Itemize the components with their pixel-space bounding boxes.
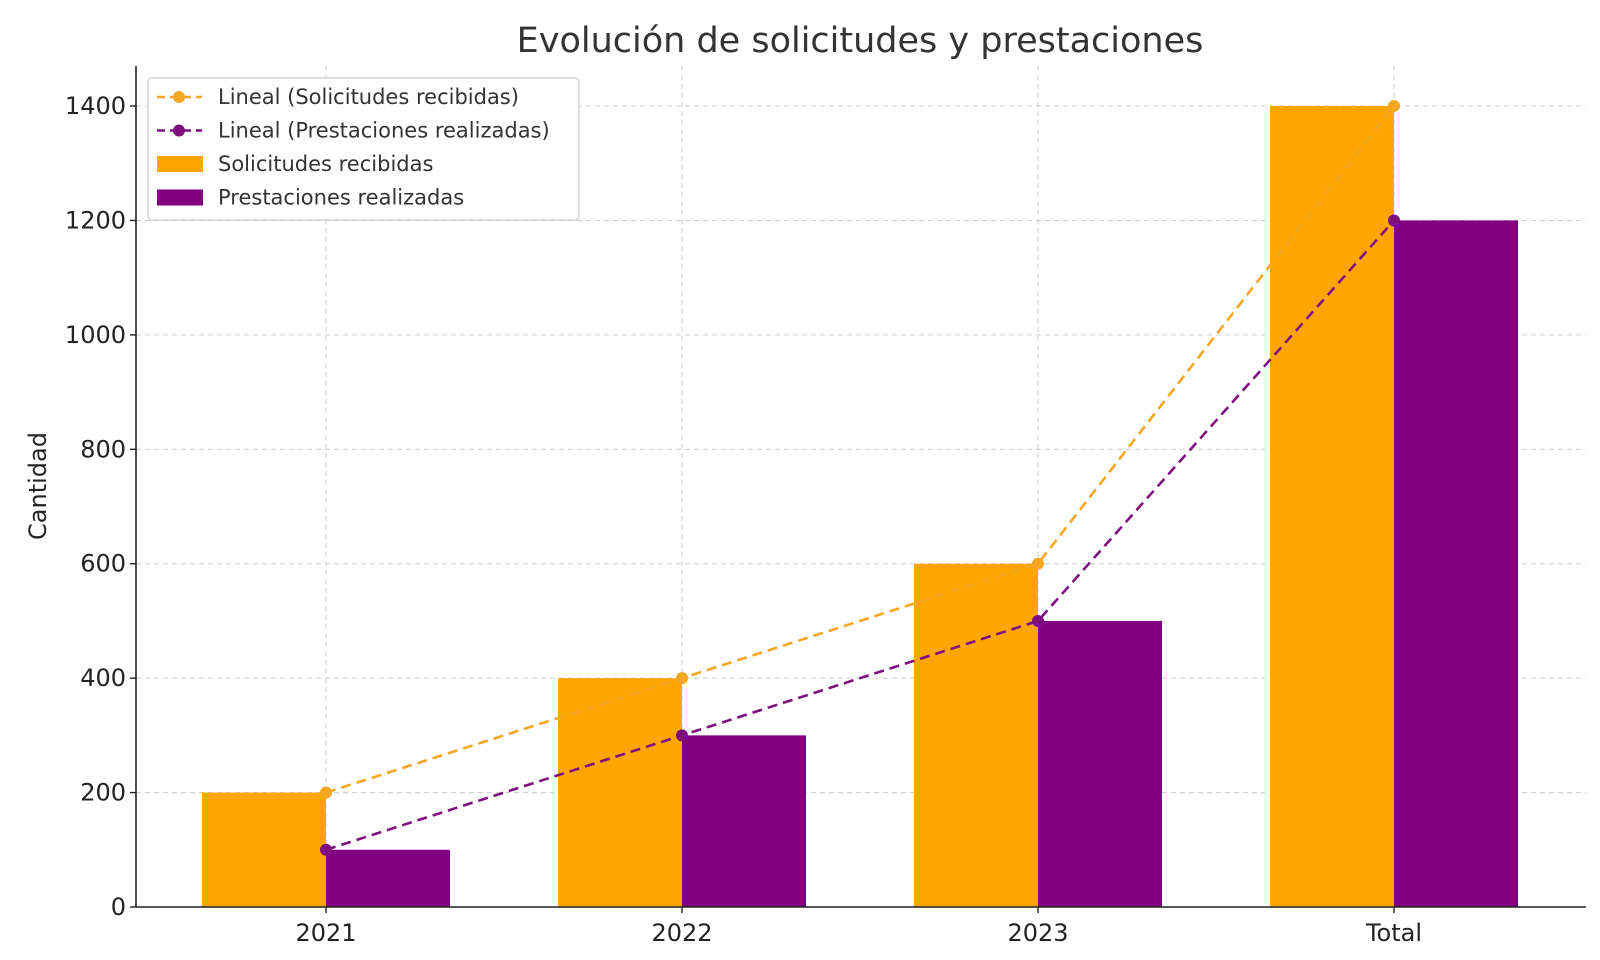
trend-point-prestaciones-total <box>1388 214 1400 227</box>
legend-bar-swatch <box>157 156 203 172</box>
x-tick-label: 2021 <box>295 919 356 947</box>
trend-point-solicitudes-2023 <box>1032 557 1044 570</box>
trend-point-solicitudes-2022 <box>676 672 688 685</box>
y-axis-label: Cantidad <box>24 432 52 540</box>
legend-entry-label: Lineal (Solicitudes recibidas) <box>218 85 519 109</box>
y-tick-label: 1400 <box>65 92 126 120</box>
trend-point-solicitudes-total <box>1388 100 1400 113</box>
y-tick-label: 400 <box>80 664 126 692</box>
legend-entry-label: Solicitudes recibidas <box>218 152 433 176</box>
bar-solicitudes-2022 <box>558 678 682 907</box>
x-tick-label: 2023 <box>1007 919 1068 947</box>
bar-prestaciones-2021 <box>326 849 450 907</box>
x-tick-label: Total <box>1365 919 1422 947</box>
y-tick-label: 800 <box>80 435 126 463</box>
bars-layer <box>202 106 1518 908</box>
ticks-layer: 0 200 400 600 800 1000 1200 1400 2021 2022 2023 Tot… <box>65 92 1422 947</box>
trend-lines-layer <box>320 100 1400 856</box>
y-tick-label: 0 <box>111 893 126 921</box>
legend-marker-swatch <box>173 124 185 137</box>
legend: Lineal (Solicitudes recibidas) Lineal (Pr… <box>147 77 580 221</box>
legend-bar-swatch <box>157 189 203 206</box>
axes-layer <box>135 66 1586 908</box>
x-tick-label: 2022 <box>651 919 712 947</box>
bar-solicitudes-2023 <box>914 563 1038 907</box>
trend-point-solicitudes-2021 <box>320 786 332 799</box>
legend-marker-swatch <box>173 91 185 103</box>
legend-entry-label: Prestaciones realizadas <box>218 186 464 210</box>
y-tick-label: 1000 <box>65 321 126 349</box>
legend-frame <box>147 77 580 221</box>
y-tick-label: 600 <box>80 550 126 578</box>
trend-point-prestaciones-2022 <box>676 729 688 742</box>
chart-title: Evolución de solicitudes y prestaciones <box>517 21 1204 61</box>
bar-solicitudes-total <box>1270 106 1394 908</box>
bar-prestaciones-2023 <box>1038 620 1162 907</box>
trend-line-solicitudes <box>325 105 1396 794</box>
trend-point-prestaciones-2023 <box>1032 614 1044 627</box>
trend-line-prestaciones <box>325 219 1395 852</box>
y-tick-label: 200 <box>80 779 126 807</box>
bar-solicitudes-2021 <box>202 792 326 907</box>
trend-point-prestaciones-2021 <box>320 843 332 856</box>
bar-prestaciones-total <box>1394 220 1518 908</box>
y-tick-label: 1200 <box>65 206 126 234</box>
bar-prestaciones-2022 <box>682 735 806 907</box>
legend-entry-label: Lineal (Prestaciones realizadas) <box>218 119 550 143</box>
